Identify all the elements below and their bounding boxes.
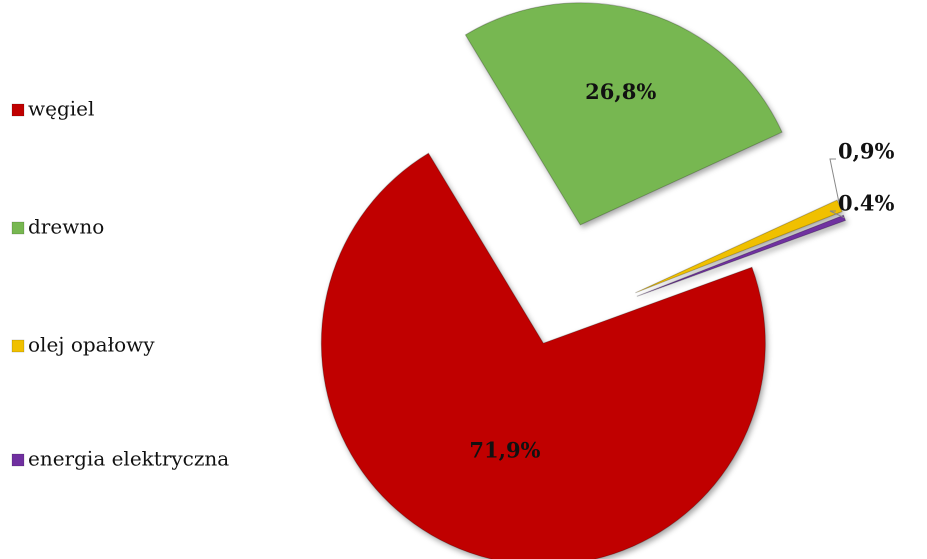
value-label: 26,8% (585, 79, 656, 104)
legend-swatch (11, 339, 25, 353)
legend-swatch (11, 453, 25, 467)
leader-line (829, 158, 841, 206)
legend-swatch (11, 221, 25, 235)
legend-text: drewno (28, 215, 104, 239)
pie-slice (635, 199, 843, 294)
value-label: 0.4% (838, 191, 895, 216)
value-label: 71,9% (469, 438, 540, 463)
labels: 71,9% 26,8% 0,9% 0.4% (469, 79, 894, 463)
legend-text: węgiel (28, 97, 94, 121)
legend-text: olej opałowy (28, 333, 155, 357)
legend: węgiel drewno olej opałowy energia elektryc… (11, 97, 229, 471)
pie-slice (320, 152, 766, 559)
pie-slice (464, 2, 783, 226)
leader-line (829, 210, 845, 219)
legend-swatch (11, 103, 25, 117)
pie (320, 2, 847, 559)
legend-text: energia elektryczna (28, 447, 229, 471)
value-label: 0,9% (838, 139, 895, 164)
